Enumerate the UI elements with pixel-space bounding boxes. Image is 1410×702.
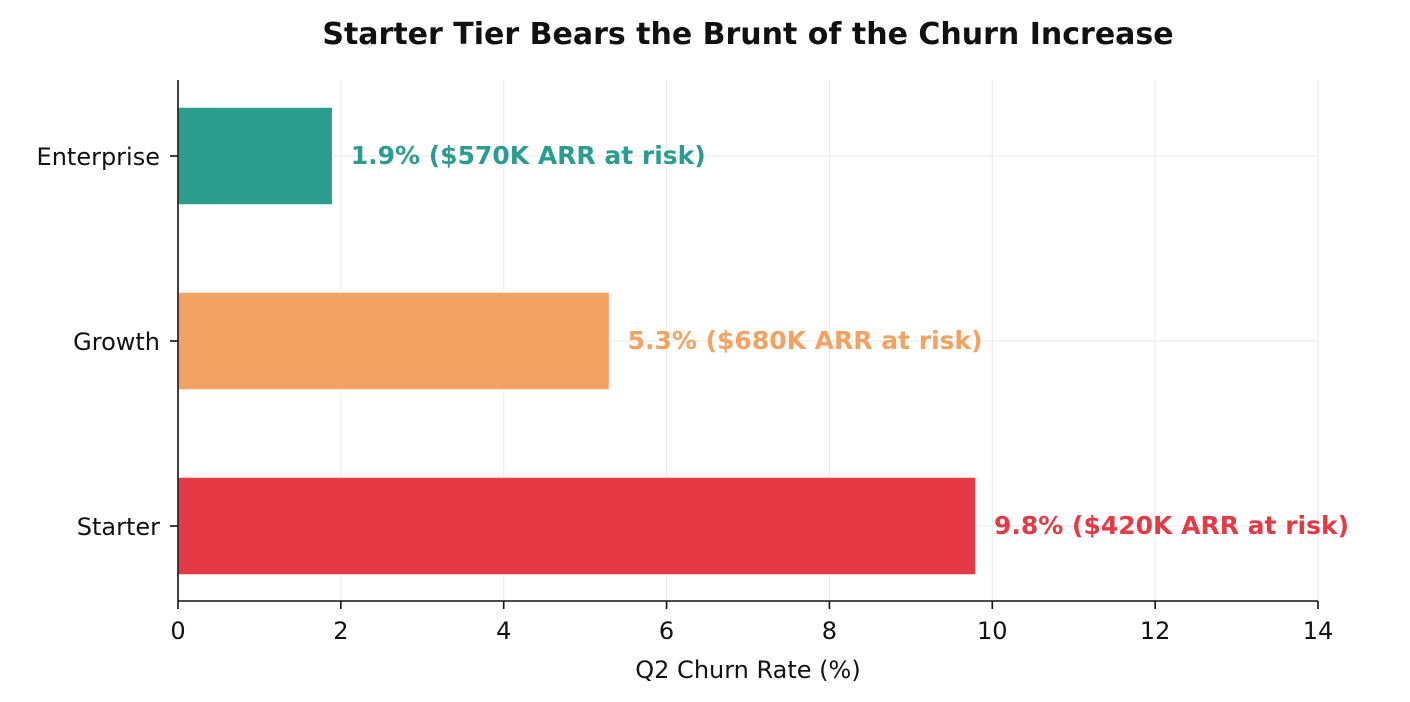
data-label-starter: 9.8% ($420K ARR at risk) [994,511,1349,540]
bar-enterprise [177,106,334,206]
x-tick-label-1: 2 [333,617,348,645]
x-tick-label-6: 12 [1140,617,1171,645]
x-tick-label-3: 6 [659,617,674,645]
y-tick-label-growth: Growth [73,328,160,356]
y-tick-label-starter: Starter [77,513,160,541]
x-axis-label: Q2 Churn Rate (%) [635,656,860,684]
bar-growth [177,291,611,391]
y-tick-label-enterprise: Enterprise [37,143,160,171]
x-tick-label-4: 8 [822,617,837,645]
data-labels: 1.9% ($570K ARR at risk) 5.3% ($680K ARR … [351,141,1349,540]
x-tick-label-0: 0 [170,617,185,645]
data-label-enterprise: 1.9% ($570K ARR at risk) [351,141,706,170]
x-tick-label-5: 10 [977,617,1008,645]
data-label-growth: 5.3% ($680K ARR at risk) [628,326,983,355]
x-tick-label-2: 4 [496,617,511,645]
chart-title: Starter Tier Bears the Brunt of the Chur… [322,17,1173,52]
bar-starter [177,476,977,576]
axes: 0 2 4 6 8 10 12 14 Enterprise Growth Starter [37,80,1334,645]
x-tick-label-7: 14 [1303,617,1334,645]
